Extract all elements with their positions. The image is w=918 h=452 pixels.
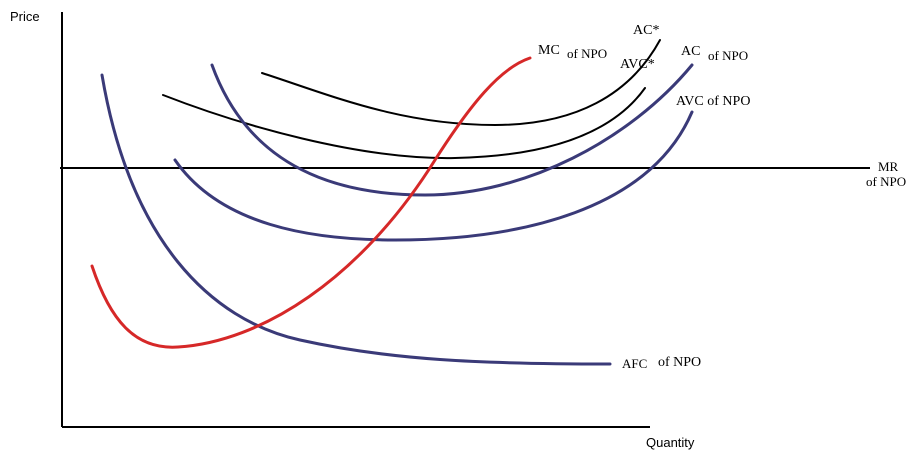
avc-star-label: AVC* xyxy=(620,57,655,72)
afc-label: AFC xyxy=(622,356,647,371)
price-axis-label: Price xyxy=(10,9,40,24)
quantity-axis-label: Quantity xyxy=(646,435,695,450)
mr-sub-label: of NPO xyxy=(866,174,906,189)
afc-sub-label: of NPO xyxy=(658,355,701,370)
avc-star-curve xyxy=(163,88,645,158)
afc-npo-curve xyxy=(102,75,610,364)
avc-label: AVC of NPO xyxy=(676,94,750,109)
mc-npo-curve xyxy=(92,58,530,347)
ac-npo-curve xyxy=(212,65,692,195)
mc-sub-label: of NPO xyxy=(567,46,607,61)
ac-label: AC xyxy=(681,44,700,59)
mc-label: MC xyxy=(538,43,560,58)
ac-star-label: AC* xyxy=(633,23,659,38)
ac-sub-label: of NPO xyxy=(708,48,748,63)
mr-label: MR xyxy=(878,159,899,174)
